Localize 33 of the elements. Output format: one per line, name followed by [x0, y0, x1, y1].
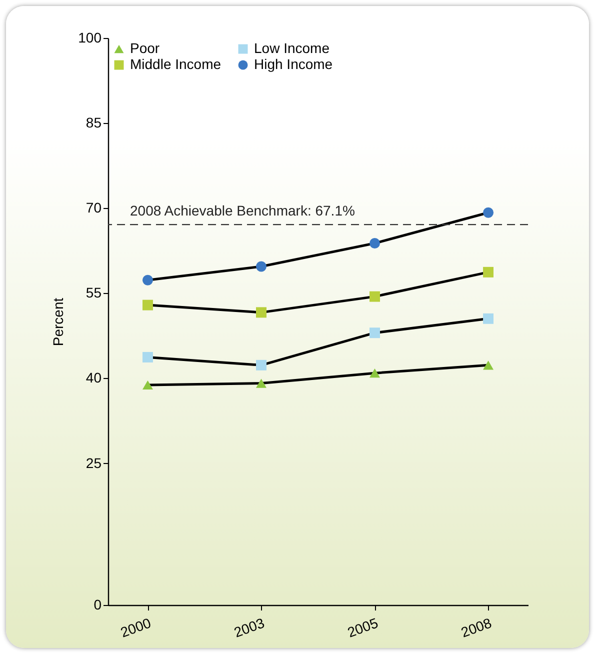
y-tick-label: 0 — [94, 596, 102, 612]
y-axis-title: Percent — [50, 298, 66, 346]
legend-label: Middle Income — [130, 56, 222, 72]
y-tick-label: 25 — [86, 454, 102, 471]
point — [370, 368, 380, 378]
point — [483, 313, 494, 324]
point — [256, 360, 266, 370]
point — [142, 274, 153, 286]
point — [370, 238, 380, 248]
x-tick-label: 2008 — [458, 614, 494, 640]
point — [483, 266, 494, 278]
legend-label: Poor — [130, 40, 160, 56]
point — [370, 291, 380, 302]
point — [256, 261, 266, 272]
y-tick-label: 70 — [86, 200, 102, 216]
y-tick-label: 100 — [78, 30, 102, 46]
legend-label: Low Income — [254, 40, 330, 56]
y-tick-label: 40 — [86, 370, 102, 386]
y-tick-label: 55 — [86, 284, 102, 301]
x-tick-label: 2005 — [345, 614, 380, 640]
point — [142, 380, 153, 390]
x-tick-label: 2000 — [118, 614, 154, 640]
x-tick-label: 2003 — [232, 614, 267, 640]
point — [483, 360, 494, 370]
legend-label: High Income — [254, 56, 333, 72]
y-tick-label: 85 — [86, 114, 102, 131]
point — [483, 207, 494, 218]
point — [142, 300, 153, 310]
point — [142, 352, 153, 362]
point — [256, 378, 266, 388]
point — [370, 328, 380, 338]
point — [256, 307, 266, 318]
ref-line-label: 2008 Achievable Benchmark: 67.1% — [130, 202, 355, 219]
